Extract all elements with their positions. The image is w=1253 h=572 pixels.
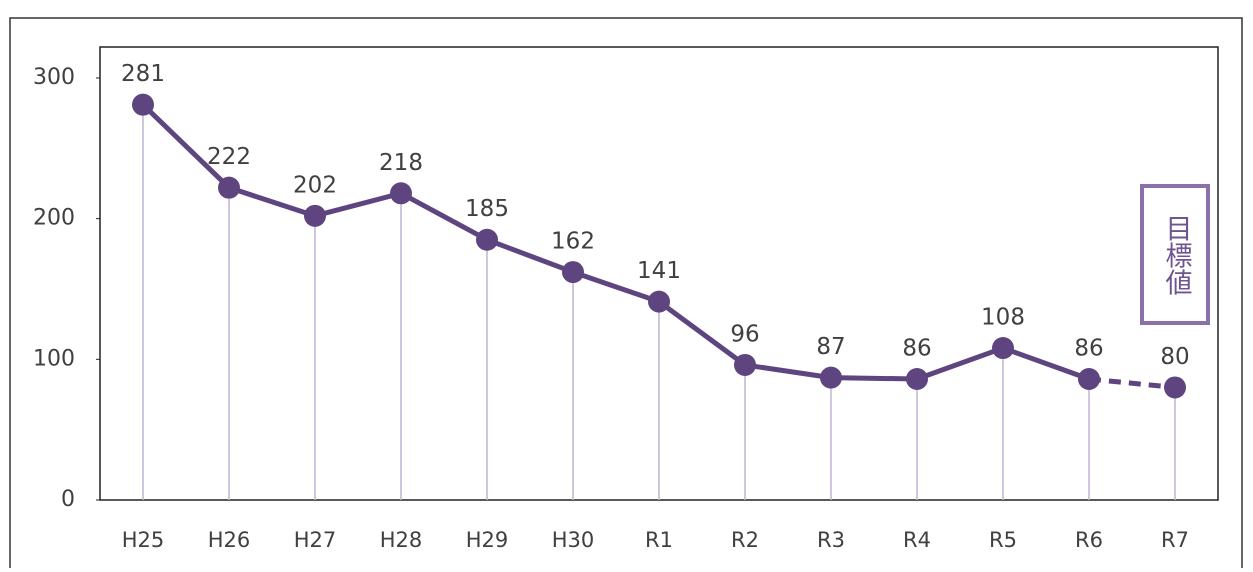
data-label: 202 <box>293 172 337 198</box>
y-tick-label: 100 <box>33 346 75 371</box>
data-label: 87 <box>816 334 845 360</box>
data-label: 86 <box>902 336 931 362</box>
annotation: 目標値 <box>1161 215 1193 296</box>
y-tick-label: 0 <box>61 487 75 512</box>
point <box>304 204 326 227</box>
data-label: 281 <box>121 61 165 87</box>
point <box>218 176 240 199</box>
data-label: 185 <box>465 196 509 222</box>
data-label: 108 <box>981 305 1025 331</box>
x-tick-label: R1 <box>645 528 673 552</box>
x-tick-label: R4 <box>903 528 931 552</box>
data-label: 222 <box>207 144 251 170</box>
point <box>132 93 154 116</box>
x-tick-label: H29 <box>466 528 509 552</box>
x-tick-label: R3 <box>817 528 845 552</box>
data-label: 80 <box>1160 344 1189 370</box>
x-tick-label: H28 <box>380 528 423 552</box>
point <box>992 337 1014 360</box>
y-tick-label: 200 <box>33 206 75 231</box>
annotation-box <box>1140 184 1210 325</box>
x-tick-label: R7 <box>1161 528 1189 552</box>
data-label: 162 <box>551 229 595 255</box>
point <box>1078 368 1100 391</box>
x-tick-label: H27 <box>294 528 337 552</box>
x-tick-label: H26 <box>208 528 251 552</box>
x-tick-label: H30 <box>552 528 595 552</box>
x-tick-label: H25 <box>122 528 165 552</box>
point <box>734 353 756 376</box>
line-solid <box>141 102 1090 382</box>
point <box>1164 376 1186 399</box>
y-tick-label: 300 <box>33 65 75 90</box>
point <box>476 228 498 251</box>
x-tick-label: R2 <box>731 528 759 552</box>
line-dashed <box>1088 376 1176 390</box>
x-tick-label: R6 <box>1075 528 1103 552</box>
data-label: 141 <box>637 258 681 284</box>
point <box>820 366 842 389</box>
point <box>390 182 412 205</box>
point <box>648 290 670 313</box>
point <box>906 368 928 391</box>
x-tick-label: R5 <box>989 528 1017 552</box>
data-label: 96 <box>730 321 759 347</box>
point <box>562 261 584 284</box>
chart-frame <box>9 17 1243 572</box>
data-label: 218 <box>379 150 423 176</box>
data-label: 86 <box>1074 336 1103 362</box>
